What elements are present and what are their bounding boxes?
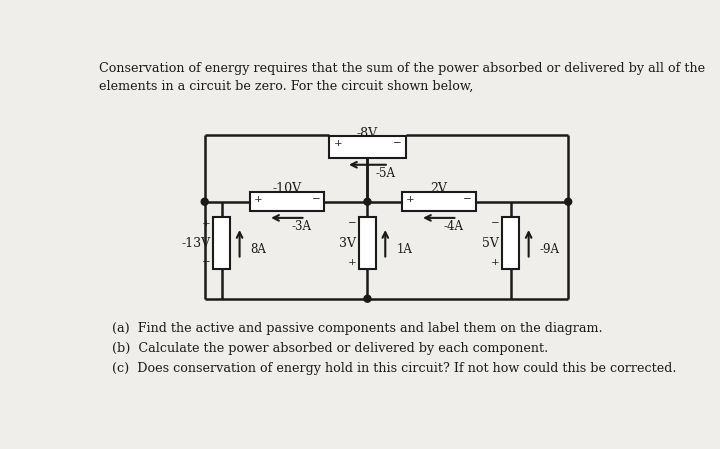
Text: 2V: 2V — [431, 182, 447, 195]
Text: Conservation of energy requires that the sum of the power absorbed or delivered : Conservation of energy requires that the… — [99, 62, 706, 92]
Text: +: + — [491, 258, 500, 267]
Circle shape — [364, 295, 371, 302]
Text: 8A: 8A — [251, 243, 266, 256]
Text: −: − — [393, 139, 402, 148]
Text: -8V: -8V — [357, 127, 378, 140]
Text: −: − — [491, 220, 500, 229]
Text: +: + — [333, 139, 342, 148]
Bar — [251, 193, 324, 211]
Text: +: + — [202, 220, 211, 229]
Circle shape — [364, 198, 371, 205]
Text: -4A: -4A — [444, 220, 464, 233]
Text: −: − — [464, 195, 472, 204]
Text: +: + — [406, 195, 415, 204]
Text: −: − — [312, 195, 320, 204]
Circle shape — [201, 198, 208, 205]
Bar — [213, 217, 230, 269]
Text: +: + — [348, 258, 356, 267]
Text: -13V: -13V — [181, 237, 210, 250]
Text: 3V: 3V — [339, 237, 356, 250]
Text: 1A: 1A — [396, 243, 412, 256]
Bar — [359, 217, 376, 269]
Text: −: − — [348, 220, 356, 229]
Text: +: + — [254, 195, 263, 204]
Bar — [503, 217, 519, 269]
Text: −: − — [202, 258, 211, 267]
Circle shape — [564, 198, 572, 205]
Text: -5A: -5A — [375, 167, 395, 180]
Text: -3A: -3A — [292, 220, 312, 233]
Text: 5V: 5V — [482, 237, 499, 250]
Text: (a)  Find the active and passive components and label them on the diagram.: (a) Find the active and passive componen… — [112, 322, 603, 335]
Text: -10V: -10V — [272, 182, 302, 195]
Text: (c)  Does conservation of energy hold in this circuit? If not how could this be : (c) Does conservation of energy hold in … — [112, 362, 676, 375]
Text: (b)  Calculate the power absorbed or delivered by each component.: (b) Calculate the power absorbed or deli… — [112, 342, 548, 355]
Text: -9A: -9A — [539, 243, 559, 256]
Bar — [402, 193, 476, 211]
Bar — [329, 136, 406, 158]
